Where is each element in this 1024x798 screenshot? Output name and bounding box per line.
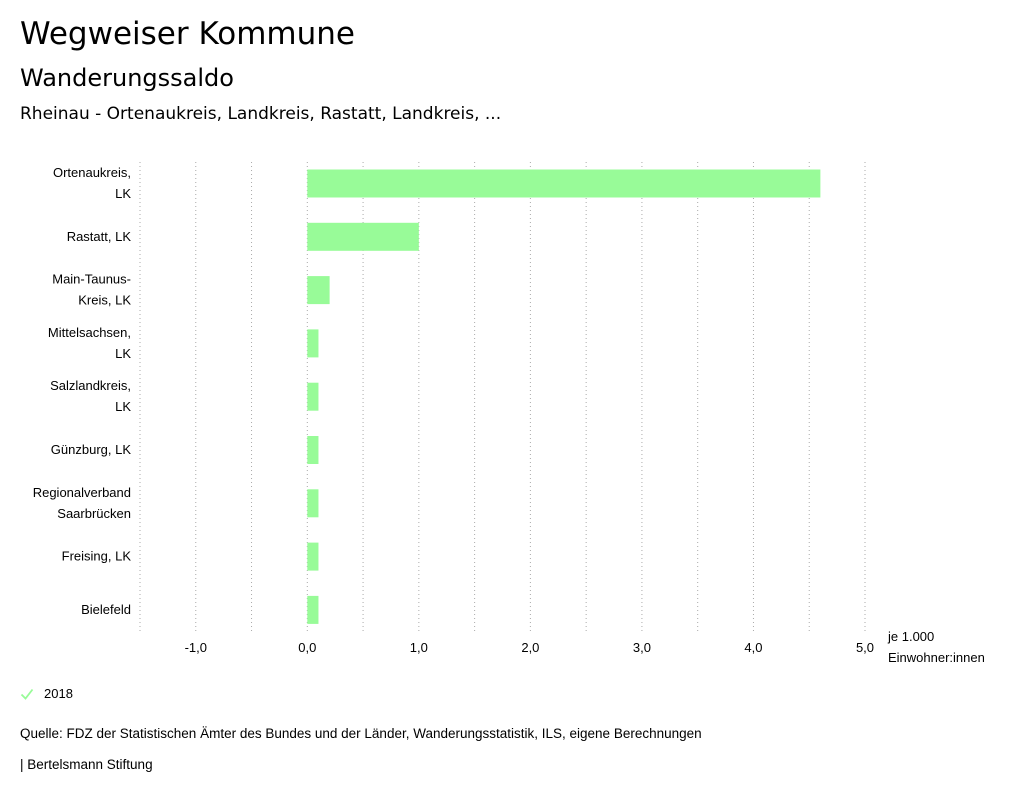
x-tick-label-5: 4,0 bbox=[744, 640, 762, 655]
bar-0 bbox=[307, 169, 821, 198]
category-label-3-0: Mittelsachsen, bbox=[48, 325, 131, 340]
category-label-0-0: Ortenaukreis, bbox=[53, 165, 131, 180]
source-note: Quelle: FDZ der Statistischen Ämter des … bbox=[20, 726, 702, 741]
bar-2 bbox=[307, 276, 330, 305]
category-label-4-1: LK bbox=[115, 399, 131, 414]
bar-8 bbox=[307, 595, 319, 624]
region-selection: Rheinau - Ortenaukreis, Landkreis, Rasta… bbox=[20, 104, 502, 124]
category-labels: Ortenaukreis, LK Rastatt, LK Main-Taunus- Kr… bbox=[33, 165, 132, 617]
category-label-8-0: Bielefeld bbox=[81, 602, 131, 617]
x-tick-label-3: 2,0 bbox=[521, 640, 539, 655]
category-label-1-0: Rastatt, LK bbox=[67, 229, 132, 244]
category-label-6-1: Saarbrücken bbox=[57, 506, 131, 521]
category-label-2-1: Kreis, LK bbox=[78, 293, 131, 308]
legend-label: 2018 bbox=[44, 686, 73, 701]
category-label-2-0: Main-Taunus- bbox=[52, 272, 131, 287]
x-tick-label-0: -1,0 bbox=[185, 640, 207, 655]
x-tick-labels: -1,0 0,0 1,0 2,0 3,0 4,0 5,0 bbox=[185, 640, 874, 655]
unit-label-line-1: je 1.000 bbox=[887, 629, 934, 644]
category-label-4-0: Salzlandkreis, bbox=[50, 378, 131, 393]
bar-1 bbox=[307, 222, 419, 251]
bar-4 bbox=[307, 382, 319, 411]
category-label-6-0: Regionalverband bbox=[33, 485, 131, 500]
category-label-0-1: LK bbox=[115, 186, 131, 201]
check-icon[interactable] bbox=[20, 687, 34, 701]
x-tick-label-2: 1,0 bbox=[410, 640, 428, 655]
chart-subtitle: Wanderungssaldo bbox=[20, 64, 234, 92]
category-label-5-0: Günzburg, LK bbox=[51, 442, 132, 457]
x-tick-label-4: 3,0 bbox=[633, 640, 651, 655]
x-tick-label-6: 5,0 bbox=[856, 640, 874, 655]
unit-label-line-2: Einwohner:innen bbox=[888, 650, 985, 665]
x-tick-label-1: 0,0 bbox=[298, 640, 316, 655]
page-title: Wegweiser Kommune bbox=[20, 16, 355, 52]
category-label-7-0: Freising, LK bbox=[62, 549, 132, 564]
bar-7 bbox=[307, 542, 319, 571]
legend[interactable]: 2018 bbox=[20, 686, 73, 701]
grid-lines bbox=[139, 162, 866, 632]
bars bbox=[307, 169, 821, 624]
bar-3 bbox=[307, 329, 319, 358]
bar-5 bbox=[307, 436, 319, 464]
publisher-note: | Bertelsmann Stiftung bbox=[20, 757, 153, 772]
bar-6 bbox=[307, 489, 319, 518]
category-label-3-1: LK bbox=[115, 346, 131, 361]
